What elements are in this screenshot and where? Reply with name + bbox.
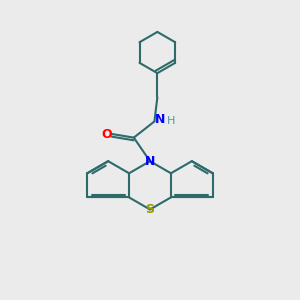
Text: N: N	[145, 155, 155, 168]
Text: O: O	[101, 128, 112, 141]
Text: N: N	[155, 112, 166, 126]
Text: H: H	[167, 116, 175, 126]
Text: S: S	[146, 203, 154, 216]
